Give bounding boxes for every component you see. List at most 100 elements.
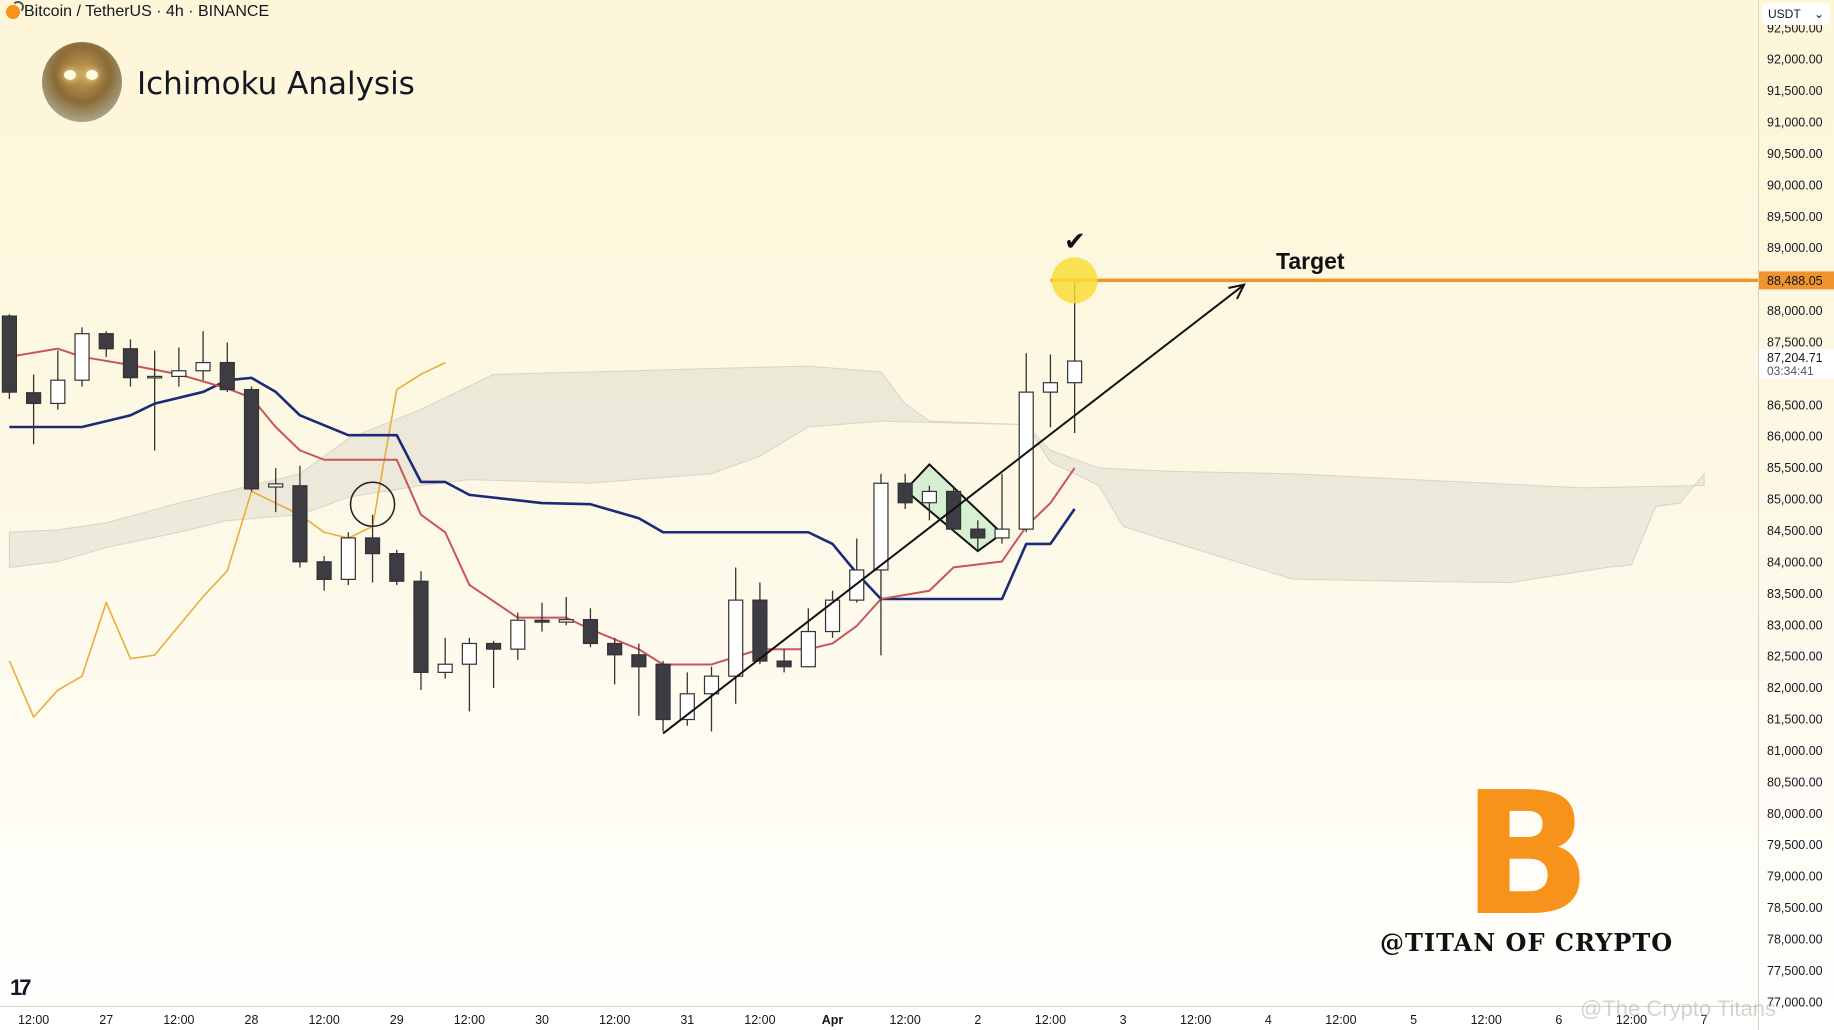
time-tick-label: Apr [822,1013,844,1027]
bullish-candle [1018,391,1034,530]
trend-arrow-line [662,283,1245,735]
time-tick-label: 12:00 [1471,1013,1502,1027]
bullish-candle [147,375,163,379]
last-price-label: 87,204.71 [1767,351,1823,365]
tradingview-logo-icon[interactable]: 17 [10,975,32,1000]
watermark: @The Crypto Titans [1580,996,1776,1021]
time-tick-label: 27 [99,1013,113,1027]
price-tick-label: 90,000.00 [1767,178,1823,192]
time-tick-label: 12:00 [163,1013,194,1027]
time-tick-label: 12:00 [599,1013,630,1027]
time-tick-label: 5 [1410,1013,1417,1027]
price-tick-label: 81,000.00 [1767,744,1823,758]
price-tick-label: 86,500.00 [1767,398,1823,412]
bullish-candle [268,483,284,488]
time-tick-label: 6 [1555,1013,1562,1027]
time-axis-divider [0,1006,1758,1007]
bullish-candle [74,333,90,381]
target-label: Target [1276,248,1345,274]
price-tick-label: 80,000.00 [1767,807,1823,821]
bearish-candle [752,599,768,662]
highlight-point [1051,257,1098,304]
bullish-candle [703,675,720,695]
bullish-candle [824,599,841,633]
bearish-candle [970,528,986,539]
avatar-eye [64,70,76,80]
price-tick-label: 91,500.00 [1767,84,1823,98]
price-tick-label: 81,500.00 [1767,713,1823,727]
price-axis-divider [1758,0,1759,1030]
currency-value: USDT [1768,7,1801,21]
bearish-candle [364,537,381,555]
price-tick-label: 91,000.00 [1767,116,1823,130]
circle-marker [349,481,396,527]
symbol-title: Bitcoin / TetherUS · 4h · BINANCE [24,3,270,20]
bearish-candle [122,348,139,379]
price-tick-label: 85,500.00 [1767,461,1823,475]
bullish-candle [558,619,574,623]
price-tick-label: 88,000.00 [1767,304,1823,318]
price-tick-label: 86,000.00 [1767,430,1823,444]
time-tick-label: 12:00 [1180,1013,1211,1027]
currency-select[interactable]: USDT ⌄ [1762,3,1830,25]
bearish-candle [776,660,792,668]
bullish-candle [994,528,1010,539]
time-tick-label: 28 [245,1013,259,1027]
bullish-candle [873,482,889,571]
bullish-candle [340,537,356,580]
time-tick-label: 12:00 [18,1013,49,1027]
avatar-eye [86,70,98,80]
time-tick-label: 30 [535,1013,549,1027]
price-tick-label: 78,500.00 [1767,901,1823,915]
bullish-candle [171,370,187,378]
bearish-candle [98,333,114,350]
time-tick-label: 29 [390,1013,404,1027]
target-price-badge [1759,271,1834,290]
time-tick-label: 12:00 [744,1013,775,1027]
time-tick-label: 12:00 [1616,1013,1647,1027]
time-tick-label: 7 [1701,1013,1708,1027]
arrow-head-icon [1228,283,1246,300]
bearish-candle [655,663,671,721]
price-tick-label: 84,000.00 [1767,555,1823,569]
price-tick-label: 80,500.00 [1767,775,1823,789]
time-tick-label: 12:00 [890,1013,921,1027]
price-tick-label: 77,500.00 [1767,964,1823,978]
price-tick-label: 83,000.00 [1767,618,1823,632]
bullish-candle [800,630,816,668]
time-tick-label: 12:00 [454,1013,485,1027]
price-tick-label: 89,000.00 [1767,241,1823,255]
bearish-candle [316,561,332,580]
price-tick-label: 83,500.00 [1767,587,1823,601]
price-tick-label: 90,500.00 [1767,147,1823,161]
bar-countdown-label: 03:34:41 [1767,364,1814,378]
bullish-candle [728,599,744,677]
price-tick-label: 89,500.00 [1767,210,1823,224]
bearish-candle [897,482,913,504]
bullish-candle [921,490,937,504]
time-tick-label: 4 [1265,1013,1272,1027]
bullish-candle [1067,360,1083,384]
bearish-candle [1,315,18,393]
price-tick-label: 79,000.00 [1767,870,1823,884]
time-tick-label: 3 [1120,1013,1127,1027]
lagging-span-line [8,361,446,718]
bullish-candle [510,619,526,650]
time-tick-label: 12:00 [1035,1013,1066,1027]
time-tick-label: 2 [974,1013,981,1027]
price-tick-label: 79,500.00 [1767,838,1823,852]
kijun-sen-line [9,376,1076,601]
price-tick-label: 82,000.00 [1767,681,1823,695]
bearish-candle [219,361,235,391]
bearish-candle [413,580,429,673]
time-tick-label: 12:00 [308,1013,339,1027]
bearish-candle [582,619,599,645]
bearish-candle [26,392,42,405]
bullish-candle [461,642,477,665]
price-tick-label: 87,500.00 [1767,335,1823,349]
price-tick-label: 84,500.00 [1767,524,1823,538]
bullish-candle [195,361,211,372]
bitcoin-b-logo: B [1462,756,1592,954]
price-tick-label: 85,000.00 [1767,493,1823,507]
